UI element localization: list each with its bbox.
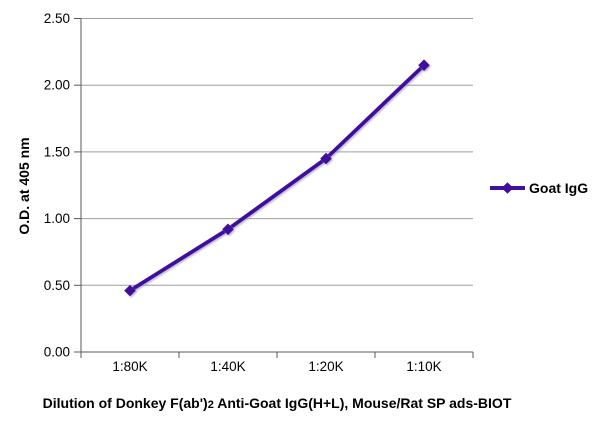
y-tick-label: 0.00 [44,345,70,360]
y-tick-label: 1.50 [44,144,70,159]
y-tick-label: 2.50 [44,11,70,26]
y-tick-label: 1.00 [44,211,70,226]
data-point-marker [124,284,136,297]
x-tick-label: 1:10K [406,359,441,374]
x-axis-title: Dilution of Donkey F(ab')2 Anti-Goat IgG… [43,395,512,411]
series-line [128,63,426,293]
y-tick-label: 0.50 [44,278,70,293]
x-axis-title-prefix: Dilution of Donkey F(ab') [42,395,208,411]
x-tick-label: 1:80K [112,359,147,374]
x-axis-title-suffix: Anti-Goat IgG(H+L), Mouse/Rat SP ads-BIO… [213,395,512,411]
x-axis-title-subscript: 2 [207,399,214,411]
data-point-marker [320,152,332,165]
data-point-marker [222,223,234,236]
x-tick-label: 1:40K [210,359,245,374]
legend: Goat IgG [489,180,588,196]
data-point-marker [418,59,430,71]
legend-label: Goat IgG [529,180,589,196]
legend-line-marker-icon [490,182,525,194]
x-tick-label: 1:20K [308,359,343,374]
y-tick-label: 2.00 [44,78,70,93]
y-axis-title: O.D. at 405 nm [16,137,32,235]
